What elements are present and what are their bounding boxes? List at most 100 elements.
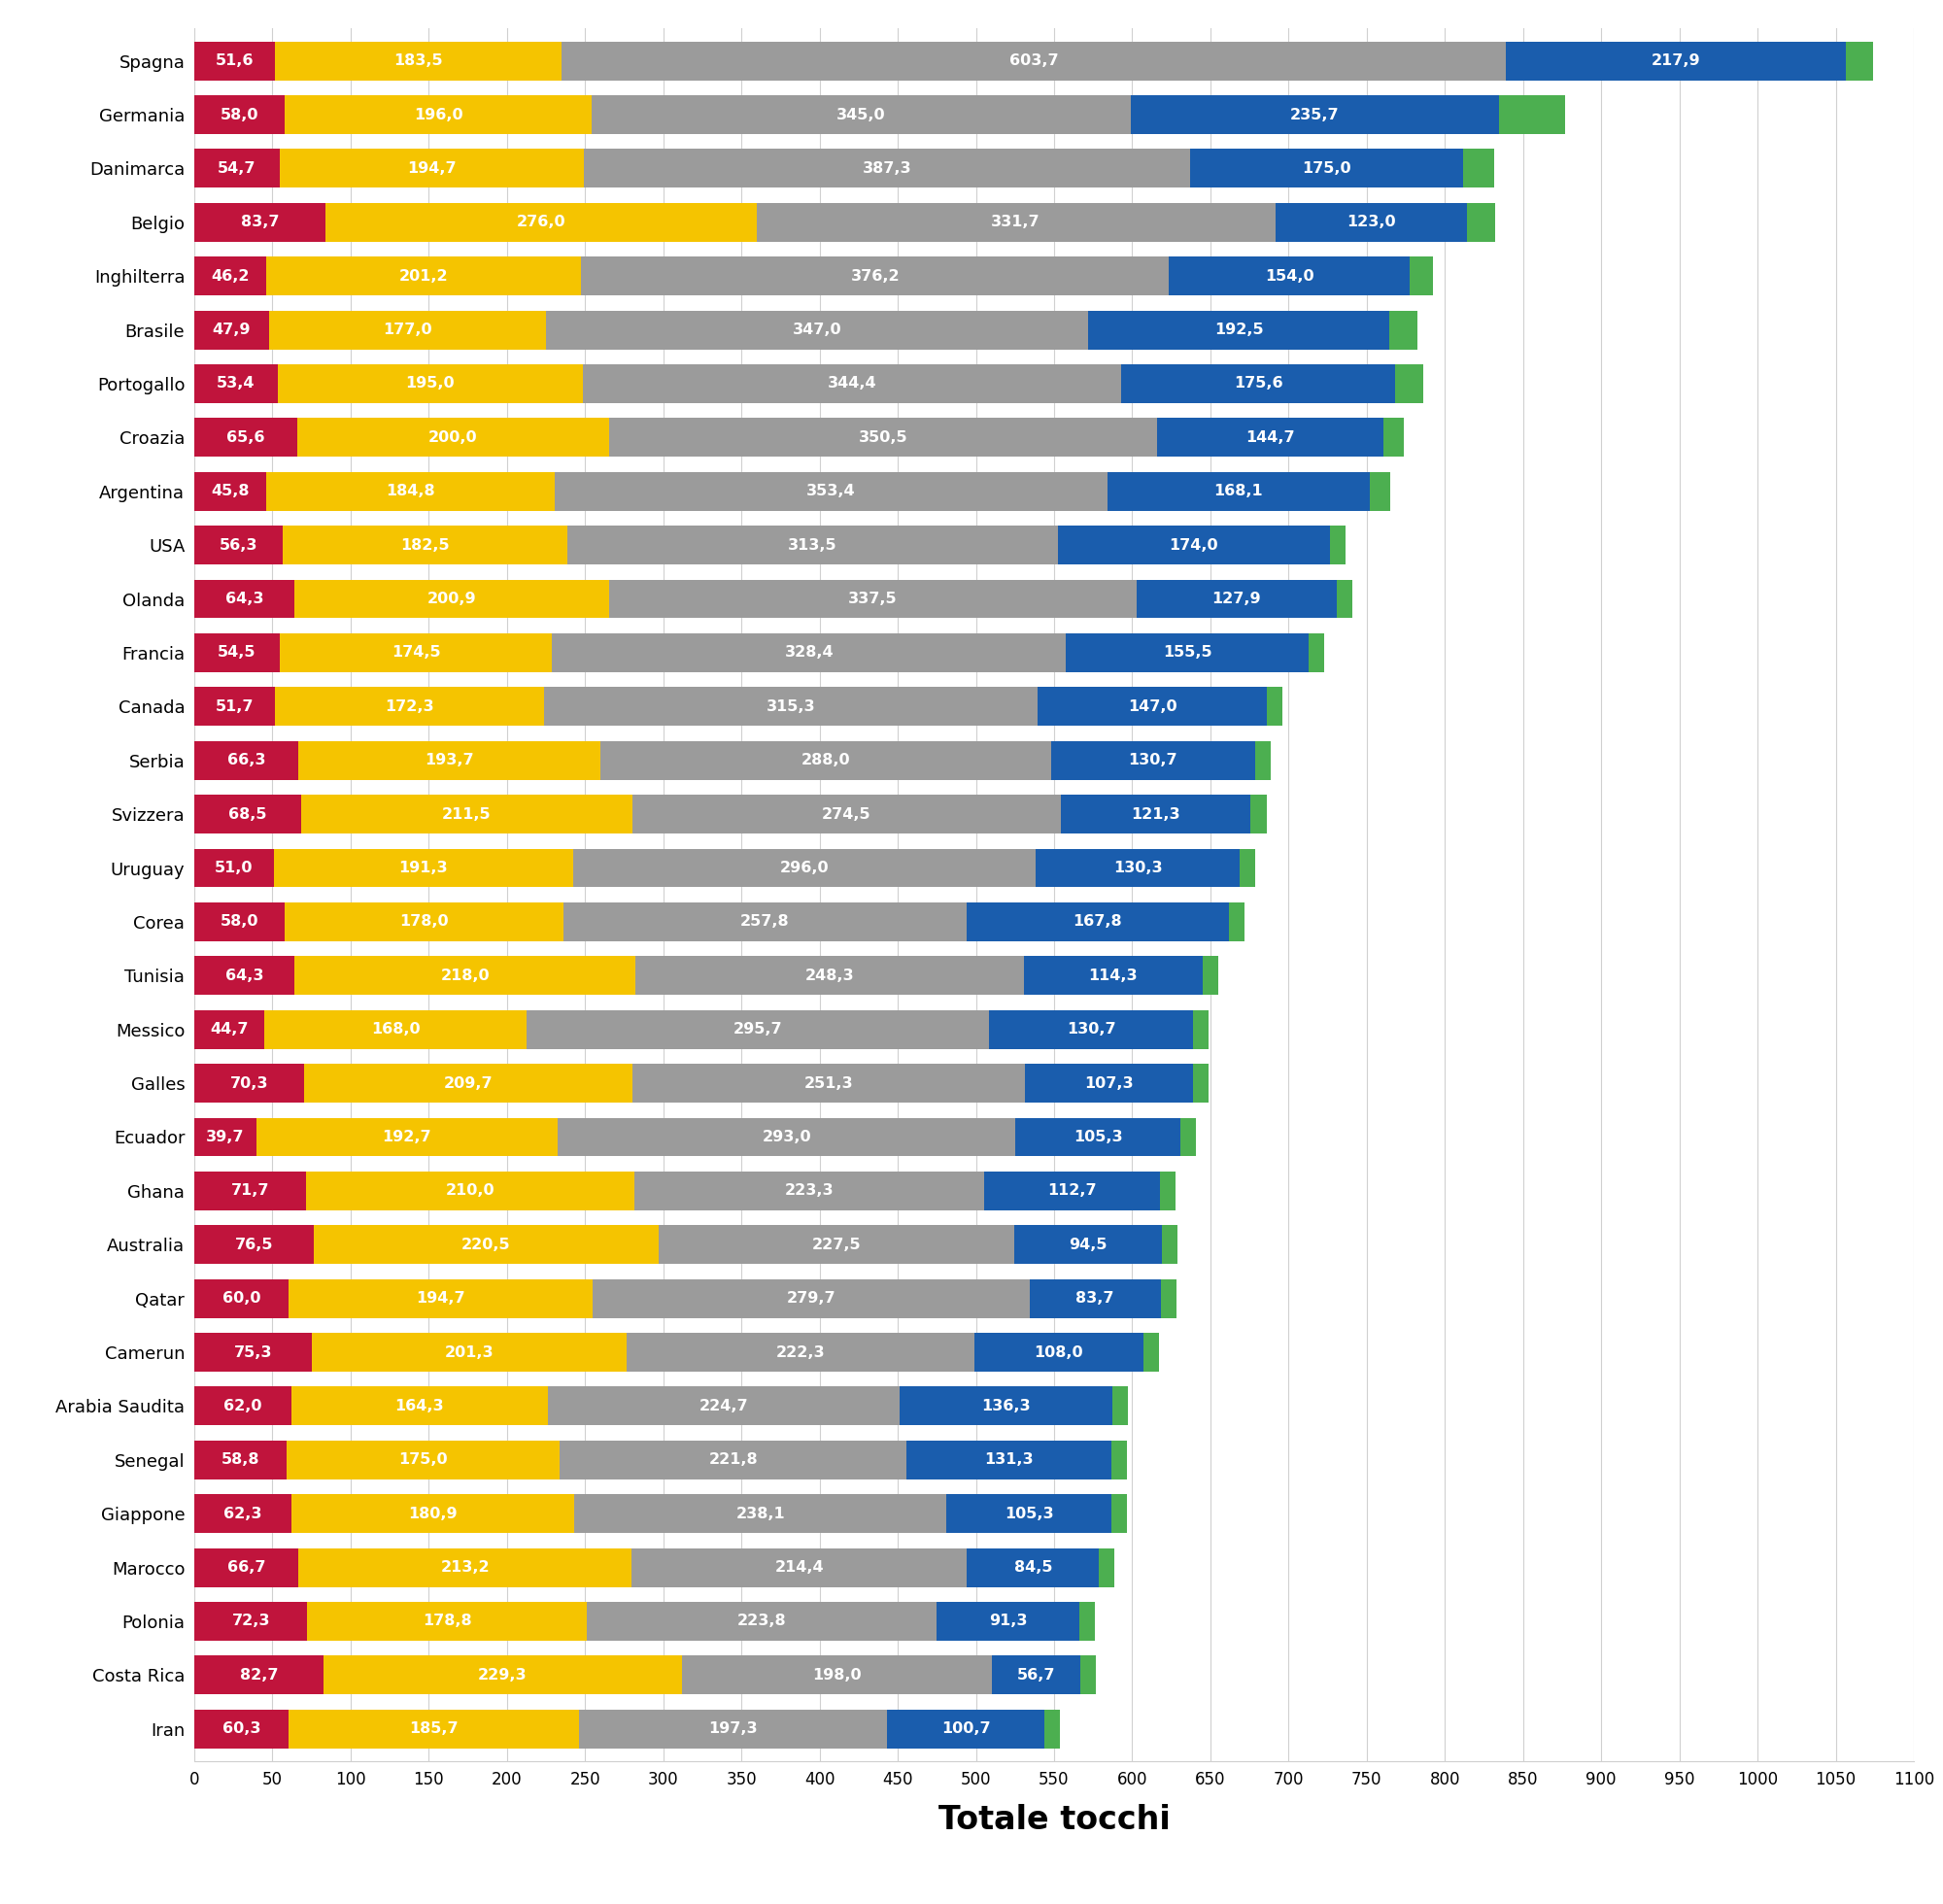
Text: 44,7: 44,7 <box>210 1022 249 1036</box>
Text: 70,3: 70,3 <box>229 1076 268 1091</box>
Text: 130,7: 130,7 <box>1067 1022 1115 1036</box>
Text: 210,0: 210,0 <box>447 1184 495 1198</box>
Text: 337,5: 337,5 <box>847 592 898 605</box>
Bar <box>1137 579 1337 619</box>
Text: 227,5: 227,5 <box>812 1238 861 1253</box>
Bar <box>548 1386 900 1426</box>
Bar <box>194 472 266 510</box>
Bar <box>1395 364 1424 404</box>
Bar <box>585 149 1189 188</box>
Bar <box>1080 1656 1096 1695</box>
Bar <box>324 1656 682 1695</box>
Text: 201,2: 201,2 <box>398 268 449 284</box>
Bar <box>256 1118 558 1156</box>
Text: 72,3: 72,3 <box>231 1615 270 1628</box>
Bar <box>579 1710 888 1748</box>
Bar <box>946 1495 1111 1533</box>
Bar <box>276 42 562 80</box>
Text: 194,7: 194,7 <box>408 162 457 175</box>
Text: 64,3: 64,3 <box>225 969 264 982</box>
Text: 105,3: 105,3 <box>1073 1129 1123 1144</box>
Text: 175,0: 175,0 <box>1302 162 1350 175</box>
Bar <box>1111 1495 1127 1533</box>
Text: 198,0: 198,0 <box>812 1668 861 1683</box>
Text: 224,7: 224,7 <box>699 1399 748 1413</box>
Bar <box>290 1710 579 1748</box>
Bar <box>1251 794 1267 834</box>
Bar <box>583 364 1121 404</box>
Bar <box>194 1656 324 1695</box>
Text: 100,7: 100,7 <box>942 1721 991 1736</box>
Text: 229,3: 229,3 <box>478 1668 527 1683</box>
Bar <box>1080 1601 1096 1641</box>
Bar <box>194 1064 305 1102</box>
Bar <box>563 902 966 941</box>
Bar <box>888 1710 1045 1748</box>
Text: 154,0: 154,0 <box>1265 268 1313 284</box>
Bar <box>1203 956 1218 996</box>
Bar <box>194 1333 313 1371</box>
Bar <box>194 687 276 725</box>
Bar <box>194 310 270 348</box>
Bar <box>299 1548 631 1586</box>
Text: 603,7: 603,7 <box>1008 53 1059 69</box>
Bar <box>194 1118 256 1156</box>
Bar <box>1014 1226 1162 1264</box>
Text: 178,0: 178,0 <box>400 914 449 929</box>
Bar <box>591 95 1131 133</box>
Bar <box>1467 204 1496 242</box>
Bar <box>635 956 1024 996</box>
Bar <box>1383 419 1405 457</box>
Bar <box>194 1441 286 1479</box>
Bar <box>562 42 1506 80</box>
Text: 194,7: 194,7 <box>416 1291 464 1306</box>
Text: 345,0: 345,0 <box>835 107 886 122</box>
Bar <box>1024 956 1203 996</box>
Bar <box>194 364 278 404</box>
Text: 344,4: 344,4 <box>828 377 876 390</box>
Bar <box>313 1333 628 1371</box>
Text: 211,5: 211,5 <box>443 807 492 821</box>
Text: 58,8: 58,8 <box>222 1453 260 1468</box>
Bar <box>1045 1710 1061 1748</box>
Text: 130,7: 130,7 <box>1129 754 1177 767</box>
Text: 84,5: 84,5 <box>1014 1559 1053 1575</box>
Text: 54,5: 54,5 <box>218 645 256 661</box>
Bar <box>1158 419 1383 457</box>
Bar <box>907 1441 1111 1479</box>
Bar <box>280 634 552 672</box>
Bar <box>682 1656 991 1695</box>
Bar <box>194 257 266 295</box>
Bar <box>560 1441 907 1479</box>
Bar <box>276 687 544 725</box>
Bar <box>194 204 324 242</box>
Bar <box>194 849 274 887</box>
Bar <box>631 794 1061 834</box>
Bar <box>631 1064 1024 1102</box>
Bar <box>1463 149 1494 188</box>
Text: 220,5: 220,5 <box>462 1238 511 1253</box>
Text: 238,1: 238,1 <box>736 1506 785 1521</box>
Bar <box>270 310 546 348</box>
Bar <box>610 419 1158 457</box>
Text: 221,8: 221,8 <box>709 1453 758 1468</box>
Bar <box>1100 1548 1115 1586</box>
Text: 147,0: 147,0 <box>1127 699 1177 714</box>
Bar <box>635 1171 983 1211</box>
Text: 83,7: 83,7 <box>1076 1291 1113 1306</box>
Bar <box>1411 257 1434 295</box>
Bar <box>1193 1064 1209 1102</box>
Text: 331,7: 331,7 <box>991 215 1040 230</box>
Text: 350,5: 350,5 <box>859 430 907 446</box>
Bar <box>194 42 276 80</box>
Text: 75,3: 75,3 <box>233 1344 272 1359</box>
X-axis label: Totale tocchi: Totale tocchi <box>938 1805 1170 1835</box>
Bar <box>315 1226 659 1264</box>
Bar <box>556 472 1108 510</box>
Bar <box>937 1601 1080 1641</box>
Bar <box>1142 1333 1158 1371</box>
Bar <box>558 1118 1016 1156</box>
Bar <box>544 687 1038 725</box>
Text: 144,7: 144,7 <box>1245 430 1296 446</box>
Text: 105,3: 105,3 <box>1005 1506 1053 1521</box>
